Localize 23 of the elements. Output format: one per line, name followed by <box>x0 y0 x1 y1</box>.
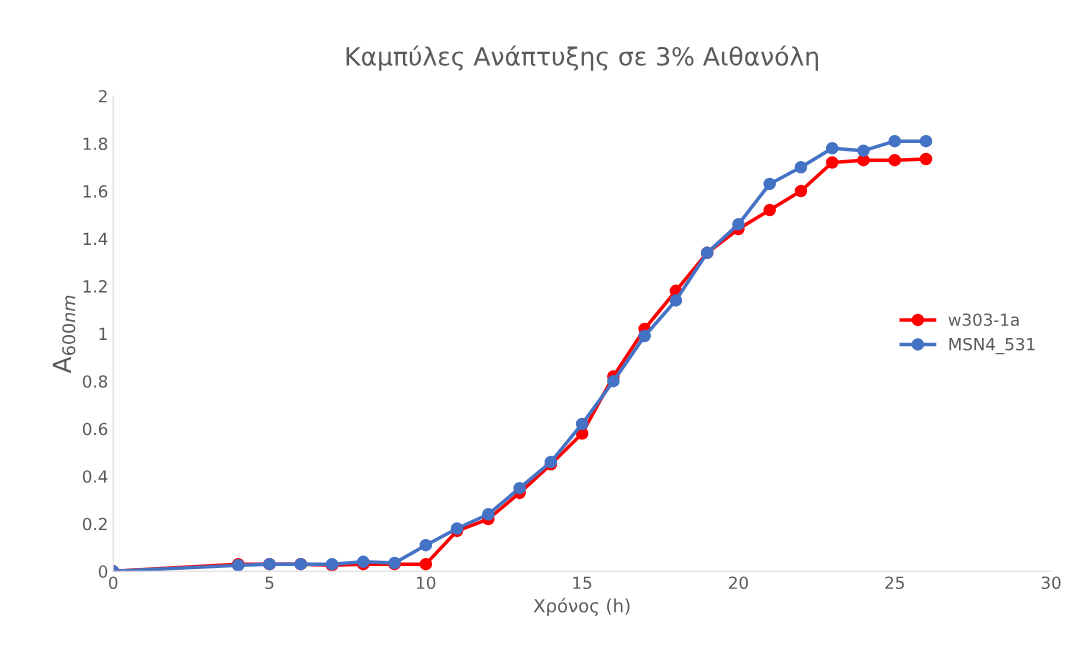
y-tick-label: 1 <box>99 327 107 340</box>
legend-label: MSN4_531 <box>949 337 1035 355</box>
y-tick-label: 1.8 <box>83 137 108 151</box>
y-tick-label: 0.8 <box>82 375 108 388</box>
x-tick-label: 10 <box>417 576 436 590</box>
y-tick-label: 1.6 <box>83 185 108 198</box>
x-tick-label: 25 <box>885 576 904 590</box>
chart-title: Καμπύλες Ανάπτυξης σε 3% Αιθανόλη <box>346 45 818 71</box>
y-tick-label: 1.4 <box>83 232 108 245</box>
x-tick-label: 0 <box>108 576 118 590</box>
y-tick-label: 0.6 <box>82 422 108 436</box>
x-tick-label: 30 <box>1041 576 1061 590</box>
y-axis-title: A$_{600nm}$ <box>52 295 76 374</box>
y-tick-label: 0 <box>98 565 108 578</box>
x-axis-title: Χρόνος (h) <box>533 597 630 617</box>
y-tick-label: 2 <box>98 89 107 103</box>
y-tick-label: 0.2 <box>82 517 107 531</box>
x-tick-label: 15 <box>573 576 592 590</box>
x-tick-label: 20 <box>729 576 748 590</box>
legend-label: w303-1a <box>948 313 1019 327</box>
y-tick-label: 1.2 <box>83 280 107 293</box>
y-tick-label: 0.4 <box>82 470 108 483</box>
x-tick-label: 5 <box>265 576 274 590</box>
